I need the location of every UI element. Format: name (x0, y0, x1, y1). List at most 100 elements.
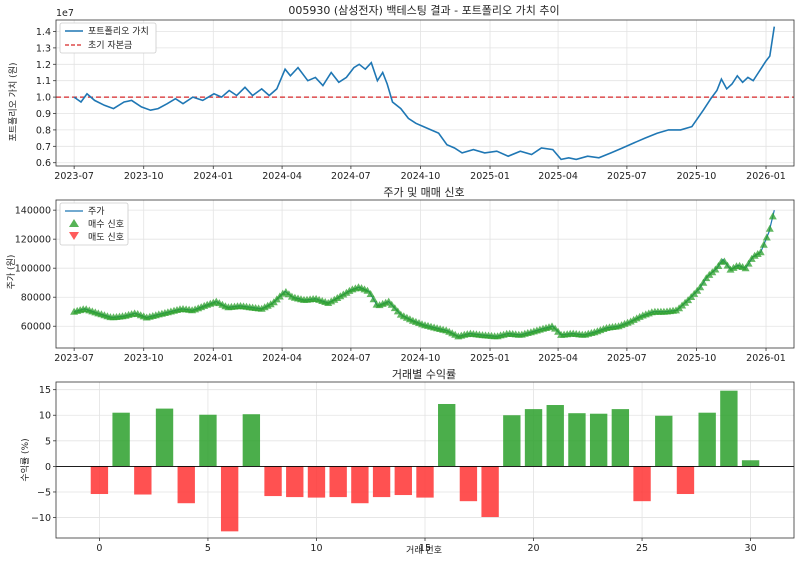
buy-signal-marker (369, 295, 378, 303)
portfolio-value-panel: 005930 (삼성전자) 백테스팅 결과 - 포트폴리오 가치 추이 1e7 … (7, 4, 795, 182)
returns-x-axis-label: 거래 번호 (406, 545, 442, 556)
y-tick-label: 80000 (21, 293, 51, 304)
x-tick-label: 5 (205, 543, 211, 554)
y-tick-label: 1.0 (36, 93, 51, 104)
x-tick-label: 2023-07 (54, 353, 94, 364)
y-tick-label: 0.7 (36, 142, 51, 153)
price-y-axis-label: 주가 (원) (6, 255, 17, 290)
legend-label-portfolio: 포트폴리오 가치 (88, 25, 149, 37)
portfolio-value-line (73, 26, 776, 161)
x-tick-label: 2024-10 (401, 171, 441, 182)
x-tick-label: 2024-01 (193, 171, 233, 182)
negative-return-bar (329, 466, 347, 498)
y-tick-label: 10 (39, 411, 51, 422)
x-tick-label: 20 (527, 543, 539, 554)
negative-return-bar (177, 466, 195, 504)
returns-plot-frame (55, 381, 795, 539)
x-tick-label: 2025-10 (677, 353, 717, 364)
x-tick-label: 2025-04 (538, 171, 578, 182)
returns-chart-title: 거래별 수익률 (392, 368, 456, 381)
negative-return-bar (134, 466, 152, 495)
portfolio-y-scale-label: 1e7 (56, 8, 74, 19)
legend-label-price: 주가 (88, 206, 105, 217)
y-tick-label: 1.3 (36, 43, 51, 54)
negative-return-bar (264, 466, 282, 497)
positive-return-bar (741, 460, 760, 467)
y-tick-label: 0.8 (36, 125, 51, 136)
positive-return-bar (438, 403, 456, 467)
y-tick-label: 1.1 (36, 76, 51, 87)
y-tick-label: 1.4 (36, 27, 51, 38)
buy-signal-marker (723, 261, 732, 269)
negative-return-bar (676, 466, 695, 495)
x-tick-label: 25 (636, 543, 648, 554)
negative-return-bar (286, 466, 304, 498)
buy-signal-marker (696, 283, 705, 291)
buy-signal-marker (759, 240, 768, 248)
legend-swatch-buy (69, 219, 79, 227)
y-tick-label: −5 (37, 487, 51, 498)
y-tick-label: 0.6 (36, 158, 51, 169)
legend-label-sell: 매도 신호 (88, 232, 124, 243)
negative-return-bar (307, 466, 326, 498)
y-tick-label: 0.9 (36, 109, 51, 120)
x-tick-label: 0 (96, 543, 102, 554)
positive-return-bar (568, 413, 586, 467)
buy-signal-markers (70, 212, 777, 340)
y-tick-label: 60000 (21, 322, 51, 333)
x-tick-label: 2024-01 (193, 353, 233, 364)
buy-signal-marker (768, 212, 777, 220)
negative-return-bar (394, 466, 412, 496)
positive-return-bar (199, 414, 217, 467)
x-tick-label: 2026-01 (746, 353, 786, 364)
buy-signal-marker (714, 262, 723, 269)
x-tick-label: 2023-07 (54, 171, 94, 182)
buy-signal-marker (366, 290, 375, 297)
price-line (73, 210, 775, 338)
x-tick-label: 2023-10 (124, 353, 164, 364)
buy-signal-marker (765, 224, 774, 232)
buy-signal-marker (762, 233, 771, 241)
buy-signal-marker (699, 278, 708, 286)
x-tick-label: 2025-10 (677, 171, 717, 182)
x-tick-label: 2025-07 (607, 353, 647, 364)
x-tick-label: 2024-04 (262, 171, 302, 182)
positive-return-bar (589, 413, 608, 467)
buy-signal-marker (266, 300, 275, 308)
negative-return-bar (90, 466, 109, 495)
legend-label-buy: 매수 신호 (88, 219, 124, 230)
positive-return-bar (242, 414, 261, 467)
x-tick-label: 2023-10 (124, 171, 164, 182)
positive-return-bar (720, 390, 738, 467)
negative-return-bar (351, 466, 369, 504)
x-tick-label: 15 (419, 543, 431, 554)
positive-return-bar (546, 405, 564, 467)
positive-return-bar (524, 409, 543, 467)
x-tick-label: 2026-01 (746, 171, 786, 182)
x-tick-label: 2025-04 (538, 353, 578, 364)
portfolio-chart-title: 005930 (삼성전자) 백테스팅 결과 - 포트폴리오 가치 추이 (288, 4, 559, 17)
price-chart-title: 주가 및 매매 신호 (383, 186, 464, 199)
price-signal-panel: 주가 및 매매 신호 주가 (원) 2023-07 2023-10 2024-01 2… (6, 186, 795, 364)
positive-return-bar (112, 412, 130, 467)
negative-return-bar (481, 466, 499, 518)
y-tick-label: 0 (45, 462, 51, 473)
y-tick-label: −10 (31, 513, 51, 524)
portfolio-y-axis-label: 포트폴리오 가치 (원) (7, 63, 19, 142)
buy-signal-marker (741, 264, 750, 272)
grid-lines (56, 20, 794, 166)
x-tick-label: 2024-10 (401, 353, 441, 364)
buy-signal-marker (339, 290, 348, 298)
trade-returns-panel: 거래별 수익률 수익률 (%) 거래 번호 0 5 10 15 20 25 30 −10 −5 0… (19, 368, 795, 556)
negative-return-bar (220, 466, 239, 532)
x-tick-label: 2025-01 (470, 171, 510, 182)
positive-return-bar (611, 409, 630, 467)
negative-return-bar (459, 466, 478, 502)
x-tick-label: 2024-07 (331, 353, 371, 364)
negative-return-bar (416, 466, 434, 498)
buy-signal-marker (720, 257, 729, 265)
